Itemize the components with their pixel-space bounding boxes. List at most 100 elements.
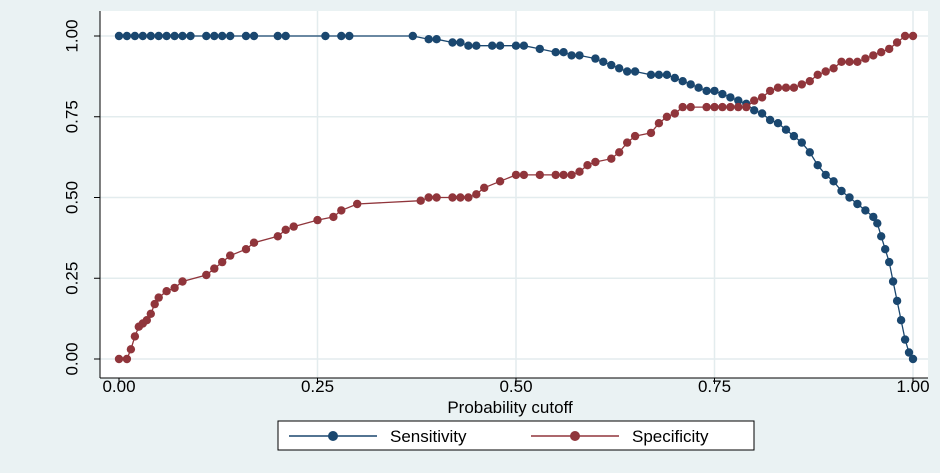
sensitivity-point: [881, 245, 890, 254]
specificity-point: [202, 270, 211, 280]
sensitivity-point: [345, 31, 354, 41]
sensitivity-point: [456, 38, 465, 47]
specificity-point: [273, 232, 282, 241]
sensitivity-point: [154, 31, 163, 41]
sensitivity-point: [873, 219, 882, 228]
specificity-point: [142, 316, 151, 325]
specificity-point: [535, 170, 544, 180]
sensitivity-point: [789, 131, 799, 141]
sensitivity-point: [694, 83, 703, 92]
legend-item-sensitivity: Sensitivity: [289, 427, 467, 446]
sensitivity-point: [877, 232, 886, 241]
sensitivity-point: [591, 54, 600, 63]
specificity-point: [416, 196, 425, 205]
sensitivity-point: [130, 31, 140, 41]
sensitivity-point: [821, 170, 830, 180]
sensitivity-point: [218, 31, 227, 41]
specificity-point: [313, 215, 322, 225]
specificity-point: [130, 332, 140, 341]
specificity-point: [126, 345, 136, 354]
specificity-point: [495, 177, 505, 186]
legend-label: Sensitivity: [390, 427, 467, 446]
sensitivity-point: [845, 193, 854, 202]
sensitivity-point: [734, 96, 743, 105]
sensitivity-point: [559, 48, 568, 57]
specificity-point: [908, 31, 918, 41]
specificity-point: [797, 80, 806, 89]
sensitivity-point: [805, 148, 814, 157]
sensitivity-point: [837, 186, 846, 196]
specificity-point: [424, 193, 433, 202]
sensitivity-point: [519, 41, 529, 50]
specificity-series: [114, 31, 918, 364]
sensitivity-point: [472, 41, 481, 50]
specificity-point: [829, 64, 838, 73]
sensitivity-point: [464, 41, 473, 50]
specificity-point: [480, 183, 489, 192]
sensitivity-point: [495, 41, 505, 50]
specificity-point: [218, 257, 227, 267]
specificity-point: [885, 44, 894, 54]
specificity-point: [678, 102, 687, 112]
sensitivity-point: [646, 70, 656, 80]
sensitivity-point: [726, 93, 735, 102]
sensitivity-point: [654, 70, 664, 80]
x-tick-label: 0.25: [301, 377, 334, 396]
sensitivity-point: [896, 316, 906, 325]
y-tick-label: 0.75: [62, 100, 81, 133]
specificity-point: [519, 170, 529, 180]
specificity-point: [226, 251, 235, 260]
specificity-point: [877, 48, 886, 57]
sensitivity-point: [623, 67, 632, 76]
specificity-point: [702, 102, 711, 112]
specificity-point: [114, 354, 124, 364]
specificity-point: [146, 309, 155, 318]
sensitivity-point: [797, 138, 806, 147]
specificity-point: [150, 299, 159, 309]
y-tick-label: 1.00: [62, 19, 81, 52]
specificity-point: [122, 354, 132, 364]
sensitivity-point: [249, 31, 259, 41]
sensitivity-point: [888, 277, 898, 286]
specificity-point: [734, 102, 743, 112]
sensitivity-point: [281, 31, 290, 41]
sensitivity-point: [630, 67, 640, 76]
specificity-point: [241, 245, 251, 254]
sensitivity-point: [607, 60, 616, 70]
sensitivity-point: [678, 77, 687, 86]
specificity-point: [210, 264, 219, 273]
specificity-point: [337, 206, 346, 215]
specificity-point: [448, 193, 457, 202]
sensitivity-point: [829, 177, 838, 186]
specificity-point: [853, 57, 862, 66]
sensitivity-point: [535, 44, 544, 54]
specificity-point: [900, 31, 910, 41]
specificity-point: [654, 119, 664, 128]
sensitivity-point: [210, 31, 219, 41]
sensitivity-point: [765, 115, 775, 125]
specificity-point: [162, 287, 171, 296]
specificity-point: [551, 170, 560, 180]
legend-item-specificity: Specificity: [531, 427, 709, 446]
sensitivity-point: [178, 31, 187, 41]
legend: Sensitivity Specificity: [277, 420, 755, 451]
sensitivity-point: [750, 106, 759, 115]
sensitivity-point: [904, 348, 914, 357]
specificity-point: [750, 96, 759, 105]
sensitivity-point: [138, 31, 147, 41]
specificity-point: [575, 167, 584, 176]
sensitivity-line: [119, 35, 914, 360]
specificity-point: [686, 102, 695, 112]
sensitivity-point: [662, 70, 672, 80]
sensitivity-point: [773, 119, 783, 128]
legend-label: Specificity: [632, 427, 709, 446]
x-tick-label: 0.00: [102, 377, 135, 396]
specificity-point: [170, 283, 179, 293]
specificity-point: [623, 138, 632, 147]
series-layer: [114, 31, 918, 364]
sensitivity-point: [226, 31, 235, 41]
specificity-point: [837, 57, 846, 66]
specificity-point: [472, 190, 481, 199]
specificity-point: [281, 225, 290, 234]
